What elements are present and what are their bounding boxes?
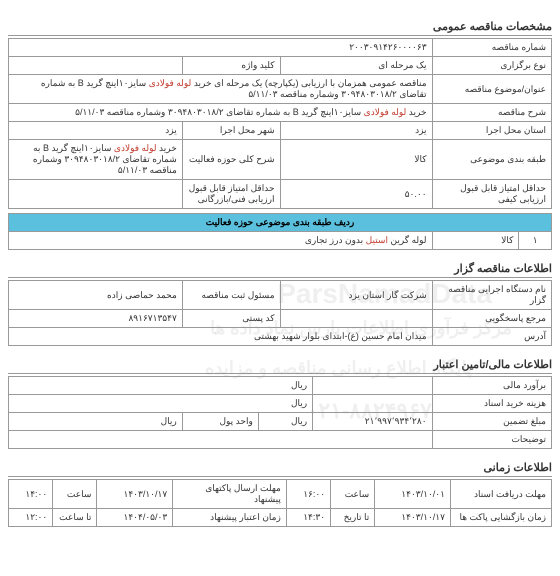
type-label: نوع برگزاری (432, 57, 551, 75)
totime-label: تا تاریخ (331, 509, 375, 527)
address-value: میدان امام حسین (ع)-ابتدای بلوار شهید به… (9, 328, 433, 346)
doc-currency: ریال (9, 395, 313, 413)
notes-label: توضیحات (432, 431, 551, 449)
docget-hour: ۱۶:۰۰ (286, 480, 330, 509)
city-value: یزد (9, 122, 183, 140)
class-label: طبقه بندی موضوعی (432, 140, 551, 180)
section-general-title: مشخصات مناقصه عمومی (8, 18, 552, 36)
cat-item: لوله گرین استیل بدون درز تجاری (9, 232, 433, 250)
reg-label: مسئول ثبت مناقصه (182, 281, 280, 310)
guarantee-value: ۲۱٬۹۹۷٬۹۳۴٬۲۸۰ (313, 413, 432, 431)
ref-label: مرجع پاسخگویی (432, 310, 551, 328)
open-label: زمان بازگشایی پاکت ها (450, 509, 551, 527)
estimate-currency: ریال (9, 377, 313, 395)
proposal-label: مهلت ارسال پاکتهای پیشنهاد (173, 480, 287, 509)
postal-label: کد پستی (182, 310, 280, 328)
estimate-label: برآورد مالی (432, 377, 551, 395)
keyword-value (9, 57, 183, 75)
financial-table: برآورد مالی ریال هزینه خرید اسناد ریال م… (8, 376, 552, 449)
estimate-value (313, 377, 432, 395)
credit-label: زمان اعتبار پیشنهاد (173, 509, 287, 527)
province-value: یزد (280, 122, 432, 140)
minscore-label: حداقل امتیاز قابل قبول ارزیابی کیفی (432, 180, 551, 209)
section-financial-title: اطلاعات مالی/تامین اعتبار (8, 356, 552, 374)
number-value: ۲۰۰۳۰۹۱۴۲۶۰۰۰۰۶۳ (9, 39, 433, 57)
agency-label: نام دستگاه اجرایی مناقصه گزار (432, 281, 551, 310)
type-value: یک مرحله ای (280, 57, 432, 75)
proposal-date: ۱۴۰۳/۱۰/۱۷ (97, 480, 173, 509)
class-value: کالا (280, 140, 432, 180)
guarantee-currency: ریال (258, 413, 312, 431)
general-table: شماره مناقصه ۲۰۰۳۰۹۱۴۲۶۰۰۰۰۶۳ نوع برگزار… (8, 38, 552, 209)
desc-label: شرح مناقصه (432, 104, 551, 122)
hour-label-1: ساعت (331, 480, 375, 509)
number-label: شماره مناقصه (432, 39, 551, 57)
postal-value: ۸۹۱۶۷۱۳۵۴۷ (9, 310, 183, 328)
guarantee-label: مبلغ تضمین (432, 413, 551, 431)
mintech-value (9, 180, 183, 209)
credit-hour: ۱۲:۰۰ (9, 509, 53, 527)
agency-value: شرکت گاز استان یزد (280, 281, 432, 310)
open-from: ۱۴۰۳/۱۰/۱۷ (375, 509, 451, 527)
hour-label-2: ساعت (53, 480, 97, 509)
proposal-hour: ۱۴:۰۰ (9, 480, 53, 509)
subject-label: عنوان/موضوع مناقصه (432, 75, 551, 104)
reg-value: محمد حماصی زاده (9, 281, 183, 310)
open-hour: ۱۴:۳۰ (286, 509, 330, 527)
desc-value: خرید لوله فولادی سایز۱۰اینچ گرید B به شم… (9, 104, 433, 122)
credit-date: ۱۴۰۴/۰۵/۰۳ (97, 509, 173, 527)
section-organizer-title: اطلاعات مناقصه گزار (8, 260, 552, 278)
cat-row-num: ۱ (519, 232, 552, 250)
keyword-label: کلید واژه (182, 57, 280, 75)
city-label: شهر محل اجرا (182, 122, 280, 140)
organizer-table: نام دستگاه اجرایی مناقصه گزار شرکت گاز ا… (8, 280, 552, 346)
minscore-value: ۵۰.۰۰ (280, 180, 432, 209)
category-header: ردیف طبقه بندی موضوعی حوزه فعالیت (9, 214, 552, 232)
to-hour-label: تا ساعت (53, 509, 97, 527)
province-label: استان محل اجرا (432, 122, 551, 140)
mintech-label: حداقل امتیاز قابل قبول ارزیابی فنی/بازرگ… (182, 180, 280, 209)
unit-value: ریال (9, 413, 183, 431)
subject-value: مناقصه عمومی همزمان با ارزیابی (یکپارچه)… (9, 75, 433, 104)
docget-from: ۱۴۰۳/۱۰/۰۱ (375, 480, 451, 509)
notes-value (9, 431, 433, 449)
category-table: ردیف طبقه بندی موضوعی حوزه فعالیت ۱ کالا… (8, 213, 552, 250)
timing-table: مهلت دریافت اسناد ۱۴۰۳/۱۰/۰۱ ساعت ۱۶:۰۰ … (8, 479, 552, 527)
activity-label: شرح کلی حوزه فعالیت (182, 140, 280, 180)
unit-label: واحد پول (182, 413, 258, 431)
docget-label: مهلت دریافت اسناد (450, 480, 551, 509)
activity-value: خرید لوله فولادی سایز۱۰اینچ گرید B به شم… (9, 140, 183, 180)
ref-value (280, 310, 432, 328)
section-timing-title: اطلاعات زمانی (8, 459, 552, 477)
address-label: آدرس (432, 328, 551, 346)
doc-label: هزینه خرید اسناد (432, 395, 551, 413)
doc-value (313, 395, 432, 413)
cat-type: کالا (432, 232, 519, 250)
